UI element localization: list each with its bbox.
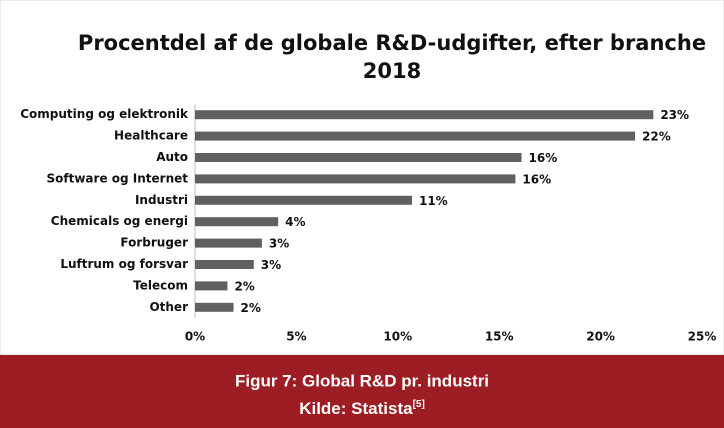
y-tick-label: Software og Internet (47, 171, 189, 185)
x-tick-label: 5% (286, 330, 306, 344)
x-tick-label: 25% (688, 330, 717, 344)
y-tick-label: Auto (156, 150, 188, 164)
data-label: 3% (269, 237, 289, 251)
chart-subtitle: 2018 (363, 59, 421, 83)
bar (195, 195, 412, 205)
y-tick-label: Telecom (133, 278, 188, 292)
bar (195, 260, 254, 269)
y-tick-label: Other (149, 300, 188, 314)
data-label: 3% (261, 258, 281, 272)
bar (195, 217, 279, 227)
y-tick-label: Chemicals og energi (51, 214, 188, 228)
bar (195, 302, 234, 312)
bar (195, 238, 262, 248)
x-tick-label: 20% (586, 330, 615, 344)
data-label: 23% (660, 108, 689, 122)
data-label: 22% (642, 130, 671, 144)
y-tick-label: Computing og elektronik (20, 107, 189, 121)
data-label: 16% (529, 151, 558, 165)
x-tick-label: 10% (383, 330, 412, 344)
bar (195, 110, 654, 120)
bar (195, 281, 228, 291)
x-tick-label: 15% (485, 330, 514, 344)
data-label: 2% (234, 279, 254, 293)
caption-figure: Figur 7: Global R&D pr. industri (235, 371, 489, 390)
y-tick-label: Forbruger (120, 236, 188, 250)
chart-title: Procentdel af de globale R&D-udgifter, e… (78, 31, 706, 55)
bar (195, 174, 516, 184)
data-label: 16% (522, 172, 551, 186)
y-tick-label: Healthcare (114, 129, 188, 143)
reference: [5] (413, 399, 425, 410)
data-label: 4% (285, 215, 305, 229)
y-tick-label: Luftrum og forsvar (60, 257, 188, 271)
data-label: 11% (419, 194, 448, 208)
caption-band (0, 355, 724, 428)
bar (195, 131, 636, 141)
caption-source: Kilde: Statista[5] (299, 399, 425, 419)
data-label: 2% (241, 301, 261, 315)
bar (195, 153, 522, 162)
x-tick-label: 0% (185, 330, 205, 344)
y-tick-label: Industri (135, 193, 188, 207)
source: Kilde: Statista (299, 399, 413, 418)
